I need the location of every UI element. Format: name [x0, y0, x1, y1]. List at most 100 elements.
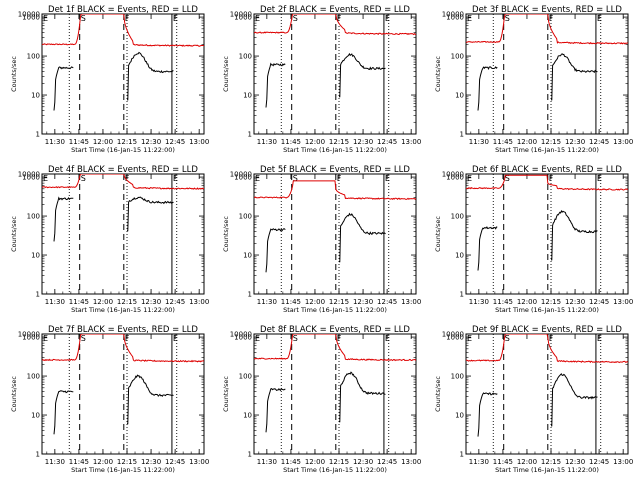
x-tick-label: 12:30 — [141, 138, 161, 146]
y-axis-label: Counts/sec — [222, 216, 230, 252]
y-axis-label: Counts/sec — [222, 56, 230, 92]
series-events-post — [339, 371, 386, 423]
plot-frame — [253, 333, 417, 455]
marker-label: E — [385, 334, 390, 343]
y-tick-label: 10 — [243, 92, 252, 100]
x-tick-label: 12:15 — [541, 458, 561, 466]
panel-det-8: Det 8f BLACK = Events, RED = LLD 1 10 100 10… — [222, 325, 421, 474]
series-events-post — [127, 51, 174, 101]
y-tick-label: 100 — [451, 373, 464, 381]
y-tick-label: 10000 — [442, 11, 464, 19]
x-axis-label: Start Time (16-Jan-15 11:22:00) — [495, 306, 599, 314]
series-events-pre — [265, 228, 286, 273]
marker-label: F — [337, 14, 342, 23]
x-tick-label: 12:45 — [377, 298, 397, 306]
series-events-pre — [265, 387, 286, 433]
y-axis-label: Counts/sec — [10, 376, 18, 412]
x-tick-label: 13:00 — [613, 298, 633, 306]
marker-label: F — [549, 174, 554, 183]
x-tick-label: 11:45 — [281, 298, 301, 306]
y-tick-label: 100 — [239, 213, 252, 221]
marker-label: F — [337, 334, 342, 343]
x-tick-label: 12:30 — [141, 298, 161, 306]
x-tick-label: 11:30 — [469, 138, 489, 146]
x-tick-label: 11:45 — [69, 458, 89, 466]
marker-label: E — [467, 334, 472, 343]
y-tick-label: 1 — [248, 451, 252, 459]
marker-label: S — [81, 334, 86, 343]
panel-title: Det 5f BLACK = Events, RED = LLD — [260, 165, 410, 175]
x-tick-label: 13:00 — [401, 138, 421, 146]
y-tick-label: 1000 — [22, 334, 40, 342]
x-tick-label: 12:00 — [517, 458, 537, 466]
y-tick-label: 10000 — [18, 11, 40, 19]
y-tick-label: 1 — [460, 451, 464, 459]
marker-label: E — [173, 174, 178, 183]
x-tick-label: 12:30 — [353, 298, 373, 306]
marker-label: F — [337, 174, 342, 183]
marker-label: S — [505, 14, 510, 23]
marker-label: S — [505, 334, 510, 343]
x-tick-label: 12:15 — [541, 138, 561, 146]
x-tick-label: 11:30 — [45, 298, 65, 306]
x-tick-label: 12:30 — [353, 458, 373, 466]
plot-frame — [465, 173, 629, 295]
series-events-post — [551, 209, 598, 261]
series-lld — [42, 174, 204, 190]
x-tick-label: 13:00 — [189, 138, 209, 146]
y-tick-label: 10000 — [442, 171, 464, 179]
panel-det-9: Det 9f BLACK = Events, RED = LLD 1 10 100 10… — [434, 325, 633, 474]
y-tick-label: 1 — [248, 291, 252, 299]
x-tick-label: 13:00 — [189, 298, 209, 306]
plot-frame — [41, 173, 205, 295]
x-tick-label: 12:00 — [305, 138, 325, 146]
x-tick-label: 13:00 — [613, 138, 633, 146]
x-tick-label: 11:30 — [469, 298, 489, 306]
x-tick-label: 11:30 — [257, 138, 277, 146]
y-tick-label: 100 — [239, 373, 252, 381]
y-tick-label: 1 — [248, 131, 252, 139]
y-axis-label: Counts/sec — [434, 376, 442, 412]
marker-label: E — [467, 14, 472, 23]
panel-title: Det 7f BLACK = Events, RED = LLD — [48, 325, 198, 335]
series-events-pre — [53, 196, 74, 242]
panel-title: Det 3f BLACK = Events, RED = LLD — [472, 5, 622, 15]
panel-det-4: Det 4f BLACK = Events, RED = LLD 1 10 100 10… — [10, 165, 209, 314]
x-tick-label: 12:00 — [517, 298, 537, 306]
panel-det-3: Det 3f BLACK = Events, RED = LLD 1 10 100 10… — [434, 5, 633, 154]
y-tick-label: 1000 — [22, 14, 40, 22]
x-tick-label: 12:30 — [565, 138, 585, 146]
panel-title: Det 8f BLACK = Events, RED = LLD — [260, 325, 410, 335]
x-tick-label: 12:45 — [377, 458, 397, 466]
series-events-post — [127, 374, 174, 425]
y-tick-label: 10000 — [442, 331, 464, 339]
x-axis-label: Start Time (16-Jan-15 11:22:00) — [283, 466, 387, 474]
x-tick-label: 12:00 — [93, 458, 113, 466]
marker-label: E — [385, 14, 390, 23]
series-events-pre — [265, 62, 286, 108]
x-tick-label: 11:30 — [45, 458, 65, 466]
x-axis-label: Start Time (16-Jan-15 11:22:00) — [495, 466, 599, 474]
x-tick-label: 11:30 — [45, 138, 65, 146]
x-tick-label: 12:45 — [377, 138, 397, 146]
x-tick-label: 11:45 — [493, 138, 513, 146]
y-tick-label: 10 — [243, 252, 252, 260]
marker-label: S — [293, 14, 298, 23]
y-tick-label: 10 — [31, 412, 40, 420]
panel-det-7: Det 7f BLACK = Events, RED = LLD 1 10 100 10… — [10, 325, 209, 474]
x-tick-label: 11:30 — [257, 458, 277, 466]
y-tick-label: 1 — [36, 451, 40, 459]
y-tick-label: 1000 — [234, 14, 252, 22]
y-axis-label: Counts/sec — [434, 56, 442, 92]
x-tick-label: 12:30 — [565, 298, 585, 306]
panel-det-6: Det 6f BLACK = Events, RED = LLD 1 10 100 10… — [434, 165, 633, 314]
marker-label: S — [293, 334, 298, 343]
plot-frame — [465, 13, 629, 135]
y-tick-label: 1000 — [22, 174, 40, 182]
x-tick-label: 12:45 — [165, 458, 185, 466]
series-events-pre — [53, 66, 74, 111]
marker-label: S — [293, 174, 298, 183]
panel-title: Det 4f BLACK = Events, RED = LLD — [48, 165, 198, 175]
y-tick-label: 10 — [455, 252, 464, 260]
x-tick-label: 11:30 — [469, 458, 489, 466]
